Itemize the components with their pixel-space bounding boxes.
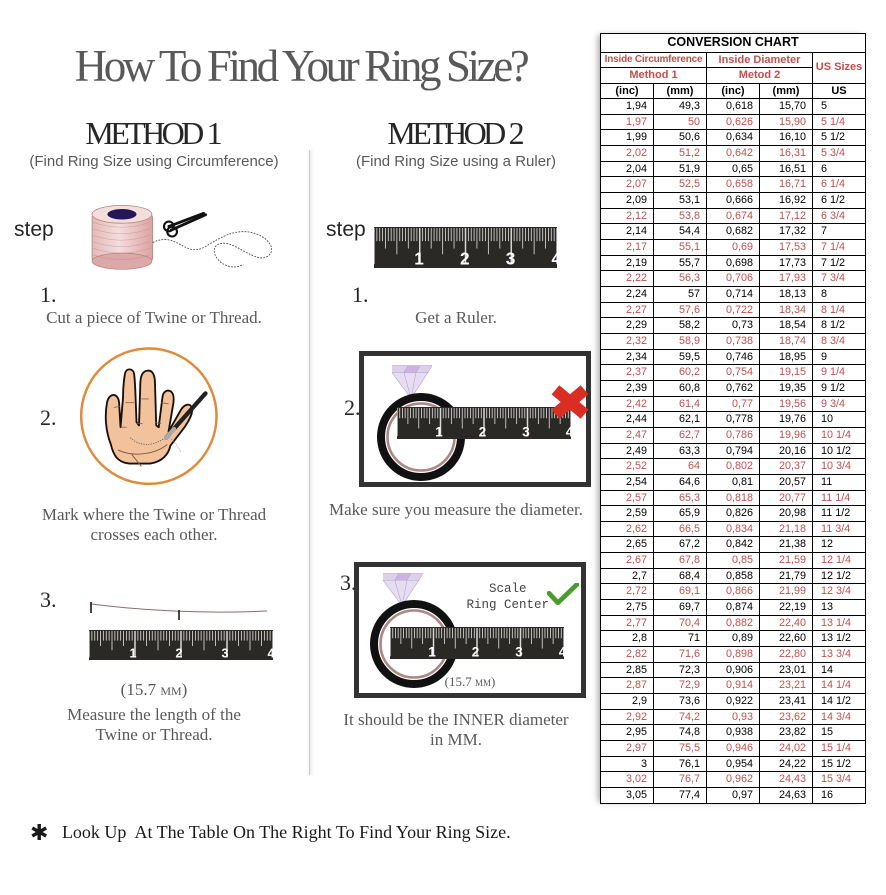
svg-text:3: 3 [221, 647, 228, 660]
svg-text:2: 2 [472, 644, 479, 659]
svg-text:1: 1 [414, 249, 424, 268]
svg-text:1: 1 [428, 644, 436, 659]
svg-text:2: 2 [460, 249, 470, 268]
svg-text:3: 3 [506, 249, 516, 268]
svg-text:4: 4 [552, 249, 557, 268]
svg-text:2: 2 [479, 424, 486, 439]
svg-text:1: 1 [435, 424, 443, 439]
svg-text:4: 4 [559, 644, 564, 659]
svg-text:4: 4 [267, 647, 273, 660]
svg-text:2: 2 [175, 647, 182, 660]
svg-text:3: 3 [515, 644, 522, 659]
svg-text:1: 1 [129, 647, 136, 660]
svg-text:3: 3 [522, 424, 529, 439]
